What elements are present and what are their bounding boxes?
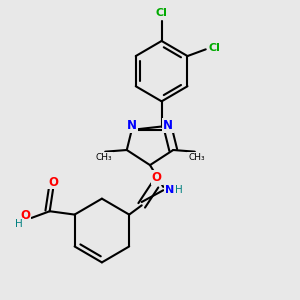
Text: H: H (15, 219, 23, 229)
Text: N: N (127, 119, 137, 132)
Text: O: O (152, 171, 162, 184)
Text: O: O (48, 176, 58, 188)
Text: CH₃: CH₃ (95, 153, 112, 162)
Text: Cl: Cl (156, 8, 168, 18)
Text: Cl: Cl (208, 43, 220, 53)
Text: N: N (163, 119, 173, 132)
Text: N: N (165, 184, 174, 195)
Text: CH₃: CH₃ (188, 153, 205, 162)
Text: H: H (175, 184, 183, 195)
Text: O: O (20, 209, 31, 222)
